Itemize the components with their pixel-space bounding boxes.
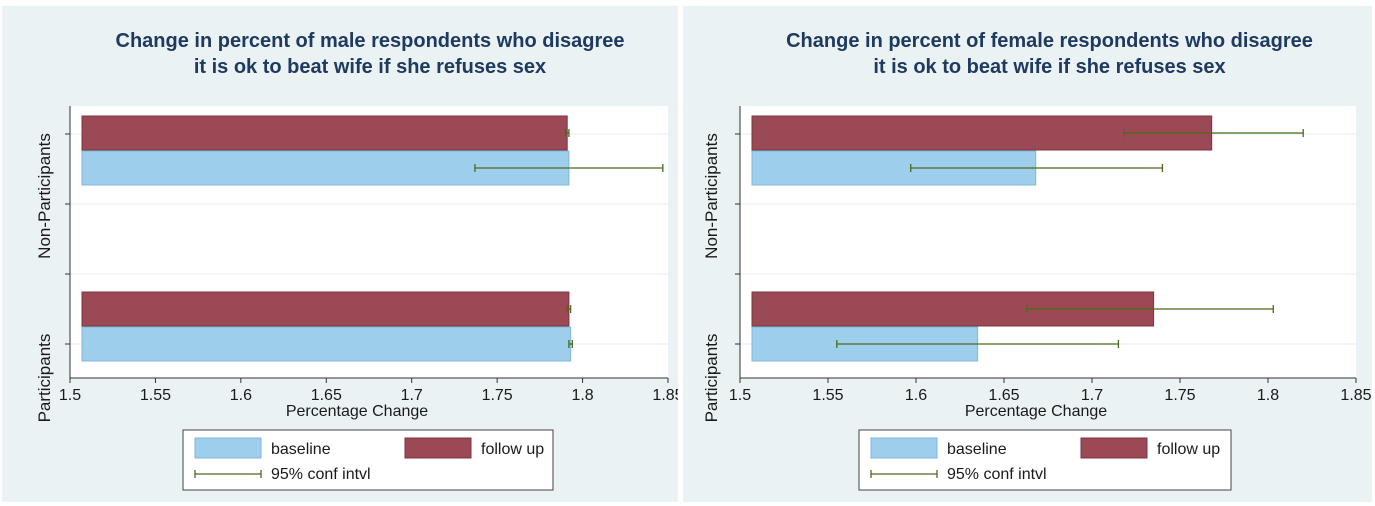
legend-label-ci: 95% conf intvl bbox=[271, 466, 371, 483]
category-label: Participants bbox=[35, 334, 54, 423]
x-tick-label: 1.7 bbox=[1081, 387, 1103, 404]
x-tick-label: 1.5 bbox=[729, 387, 751, 404]
chart-panel-female: Change in percent of female respondents … bbox=[683, 6, 1372, 502]
x-tick-label: 1.65 bbox=[311, 387, 342, 404]
legend-label-follow-up: follow up bbox=[1157, 441, 1220, 458]
chart-title: Change in percent of female respondents … bbox=[786, 30, 1313, 78]
x-tick-label: 1.8 bbox=[571, 387, 593, 404]
category-label: Participants bbox=[702, 334, 721, 423]
x-axis-title: Percentage Change bbox=[965, 403, 1107, 420]
bar-baseline bbox=[81, 326, 572, 362]
bar-follow-up bbox=[81, 291, 570, 327]
bar-follow-up bbox=[81, 115, 568, 151]
chart-title: Change in percent of male respondents wh… bbox=[115, 30, 625, 78]
x-tick-label: 1.75 bbox=[482, 387, 513, 404]
bar-follow-up bbox=[751, 291, 1155, 327]
x-tick-label: 1.5 bbox=[59, 387, 81, 404]
x-tick-label: 1.7 bbox=[401, 387, 423, 404]
x-axis-title: Percentage Change bbox=[286, 403, 428, 420]
x-tick-label: 1.85 bbox=[652, 387, 678, 404]
legend-label-follow-up: follow up bbox=[481, 441, 544, 458]
legend-label-baseline: baseline bbox=[947, 441, 1007, 458]
legend-swatch-baseline bbox=[870, 437, 938, 459]
legend-swatch-follow-up bbox=[404, 437, 472, 459]
category-label: Non-Participants bbox=[35, 133, 54, 259]
legend-swatch-follow-up bbox=[1080, 437, 1148, 459]
legend-label-baseline: baseline bbox=[271, 441, 331, 458]
chart-svg-male: 1.5 1.55 1.6 1.65 1.7 1.75 1.8 1.85 Percentage C… bbox=[35, 106, 678, 491]
category-label: Non-Participants bbox=[702, 133, 721, 259]
x-tick-label: 1.6 bbox=[230, 387, 252, 404]
x-tick-label: 1.8 bbox=[1257, 387, 1279, 404]
legend-box bbox=[182, 429, 554, 491]
x-tick-label: 1.6 bbox=[905, 387, 927, 404]
x-tick-label: 1.55 bbox=[140, 387, 171, 404]
x-tick-label: 1.75 bbox=[1164, 387, 1195, 404]
chart-svg-female: 1.5 1.55 1.6 1.65 1.7 1.75 1.8 1.85 Percentage C… bbox=[702, 106, 1372, 491]
x-tick-label: 1.55 bbox=[812, 387, 843, 404]
legend-swatch-baseline bbox=[194, 437, 262, 459]
x-tick-label: 1.85 bbox=[1340, 387, 1371, 404]
chart-panel-male: Change in percent of male respondents wh… bbox=[2, 6, 678, 502]
x-tick-label: 1.65 bbox=[988, 387, 1019, 404]
legend-label-ci: 95% conf intvl bbox=[947, 466, 1047, 483]
